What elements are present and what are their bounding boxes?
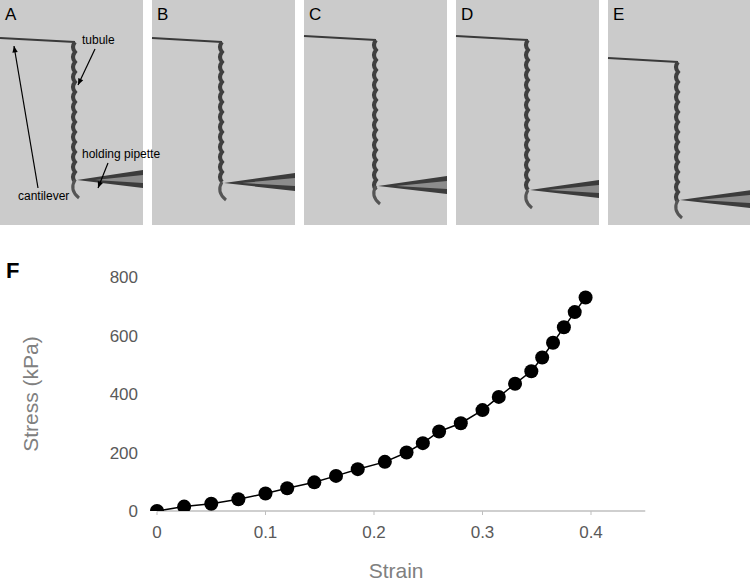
holding-pipette xyxy=(378,176,447,194)
figure: A B C D Etubule cantilever holding pipette F 0 0.… xyxy=(0,0,750,584)
panel-label: C xyxy=(309,5,321,24)
x-axis-line xyxy=(157,510,645,512)
x-tick xyxy=(482,511,483,515)
cantilever xyxy=(152,38,222,42)
x-tick-label: 0.3 xyxy=(471,523,495,542)
arrow-head xyxy=(12,46,17,53)
data-point xyxy=(508,377,522,391)
pipette-lumen xyxy=(698,195,750,203)
tubule xyxy=(676,62,678,202)
tubule-end xyxy=(676,200,682,218)
photo-panel: B xyxy=(152,0,295,225)
y-axis-title: Stress (kPa) xyxy=(19,336,42,452)
x-tick-label: 0.1 xyxy=(254,523,278,542)
arrow-head xyxy=(78,78,83,85)
annotations: tubule cantilever holding pipette xyxy=(12,33,160,203)
data-point xyxy=(557,320,571,334)
data-point xyxy=(568,305,582,319)
axes: 0 0.1 0.2 0.3 0.4 0 200 400 600 800 Strain Stress (… xyxy=(19,268,645,582)
photo-panel: A xyxy=(0,0,143,225)
panel-background xyxy=(304,0,447,225)
y-tick-label: 600 xyxy=(110,327,138,346)
arrow xyxy=(78,49,95,85)
y-tick xyxy=(154,335,157,336)
data-point xyxy=(524,364,538,378)
photo-panel: E xyxy=(608,0,750,225)
data-point xyxy=(150,504,164,511)
data-point xyxy=(400,446,414,460)
panel-label: D xyxy=(461,5,473,24)
holding-pipette xyxy=(77,170,143,188)
panel-background xyxy=(608,0,750,225)
cantilever xyxy=(608,58,678,62)
x-tick-label: 0 xyxy=(152,523,161,542)
data-point xyxy=(307,475,321,489)
x-tick-label: 0.2 xyxy=(362,523,386,542)
x-tick xyxy=(265,511,266,515)
tubule-end xyxy=(73,180,79,198)
photo-panel: C xyxy=(304,0,447,225)
tubule-end xyxy=(220,182,226,200)
annotation: holding pipette xyxy=(82,147,160,161)
annotation: tubule xyxy=(82,33,115,47)
y-tick xyxy=(154,394,157,395)
arrow xyxy=(14,46,38,188)
panel-background xyxy=(152,0,295,225)
cantilever xyxy=(304,36,376,40)
arrow xyxy=(98,163,108,188)
pipette-lumen xyxy=(396,181,447,189)
x-tick xyxy=(157,511,158,515)
panel-label: F xyxy=(6,258,19,283)
data-point xyxy=(204,497,218,511)
annotation: cantilever xyxy=(18,189,69,203)
panel-background xyxy=(0,0,143,225)
tubule-end xyxy=(526,190,532,208)
holding-pipette xyxy=(224,173,295,191)
panel-background xyxy=(456,0,599,225)
arrow-head xyxy=(98,181,103,188)
photo-panel: D xyxy=(456,0,599,225)
holding-pipette xyxy=(530,180,599,198)
panel-label: B xyxy=(157,5,168,24)
tubule-end xyxy=(374,186,380,204)
y-tick-label: 400 xyxy=(110,385,138,404)
x-tick xyxy=(591,511,592,515)
series-line xyxy=(157,297,586,511)
data-point xyxy=(535,350,549,364)
pipette-lumen xyxy=(242,178,295,186)
data-point xyxy=(231,492,245,506)
data-point xyxy=(432,424,446,438)
data-point xyxy=(476,403,490,417)
tubule xyxy=(526,40,528,190)
y-tick-label: 800 xyxy=(110,268,138,287)
cantilever xyxy=(0,38,75,42)
x-tick xyxy=(374,511,375,515)
cantilever xyxy=(456,36,528,40)
holding-pipette xyxy=(680,190,750,208)
x-tick-label: 0.4 xyxy=(579,523,603,542)
data-point xyxy=(416,436,430,450)
panel-label: A xyxy=(5,5,17,24)
data-point xyxy=(492,390,506,404)
data-point xyxy=(329,469,343,483)
data-point xyxy=(378,455,392,469)
data-point xyxy=(579,290,593,304)
data-point xyxy=(546,336,560,350)
pipette-lumen xyxy=(548,185,599,193)
y-tick xyxy=(154,452,157,453)
y-tick-label: 0 xyxy=(129,502,138,521)
x-axis-title: Strain xyxy=(369,559,424,582)
panel-label: E xyxy=(613,5,624,24)
y-tick-label: 200 xyxy=(110,444,138,463)
data-point xyxy=(177,500,191,511)
data-point xyxy=(280,481,294,495)
data-point xyxy=(259,486,273,500)
data-point xyxy=(351,462,365,476)
data-group xyxy=(150,290,593,511)
tubule xyxy=(73,42,75,182)
data-point xyxy=(454,416,468,430)
y-tick xyxy=(154,277,157,278)
tubule xyxy=(220,42,222,182)
tubule xyxy=(374,40,376,190)
